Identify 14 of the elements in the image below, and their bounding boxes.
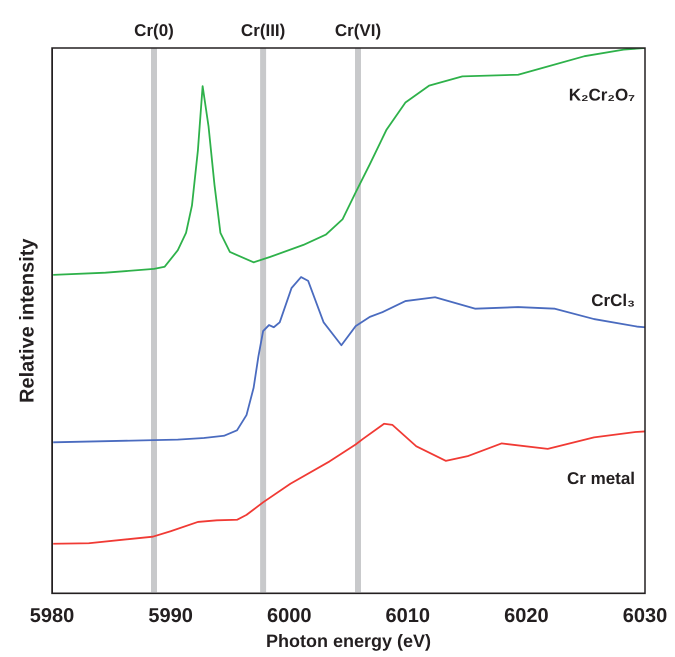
y-axis-title: Relative intensity — [16, 238, 39, 403]
x-tick-label: 6000 — [266, 604, 312, 627]
x-tick-label: 6020 — [504, 604, 549, 627]
x-tick-label: 6010 — [386, 604, 430, 627]
x-tick-label: 6030 — [622, 604, 668, 627]
x-tick-label: 5980 — [30, 604, 74, 627]
ref-line-label: Cr(0) — [134, 21, 174, 40]
series-label: K₂Cr₂O₇ — [568, 86, 636, 105]
ref-line-label: Cr(VI) — [334, 21, 382, 40]
series-label: Cr metal — [566, 469, 635, 488]
ref-line-label: Cr(III) — [240, 21, 286, 40]
series-label: CrCl₃ — [591, 290, 635, 310]
x-tick-label: 5990 — [148, 604, 193, 627]
x-axis-title: Photon energy (eV) — [266, 631, 432, 652]
